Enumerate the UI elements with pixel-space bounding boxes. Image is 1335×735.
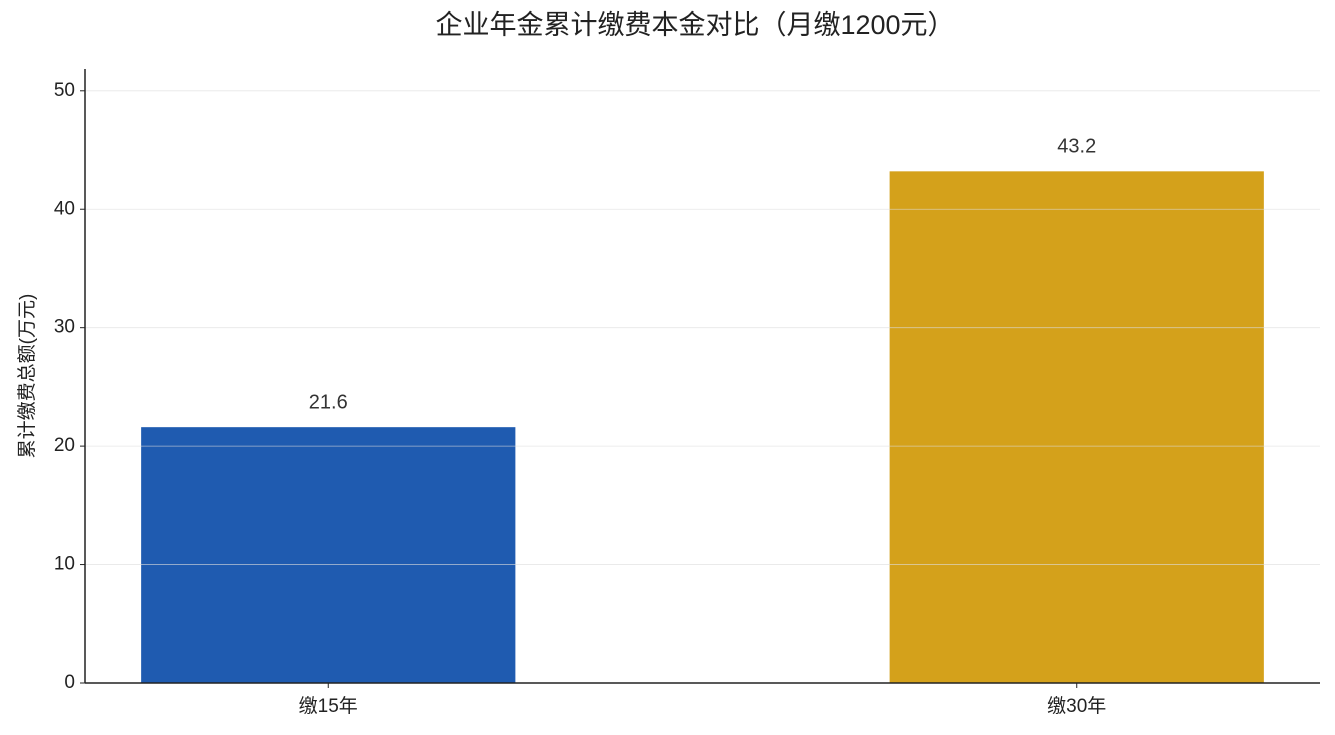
value-label: 21.6 [309, 391, 348, 413]
x-tick-label: 缴30年 [1047, 695, 1106, 717]
y-tick-label: 10 [54, 554, 75, 575]
y-tick-label: 40 [54, 198, 75, 219]
chart-title: 企业年金累计缴费本金对比（月缴1200元） [435, 10, 954, 40]
bar [141, 427, 516, 683]
value-label: 43.2 [1057, 136, 1096, 158]
y-tick-label: 50 [54, 80, 75, 101]
y-tick-label: 0 [64, 672, 75, 693]
y-tick-label: 20 [54, 435, 75, 456]
y-tick-label: 30 [54, 317, 75, 338]
bar [889, 171, 1264, 684]
y-axis-label: 累计缴费总额(万元) [16, 294, 38, 459]
x-tick-label: 缴15年 [299, 695, 358, 717]
